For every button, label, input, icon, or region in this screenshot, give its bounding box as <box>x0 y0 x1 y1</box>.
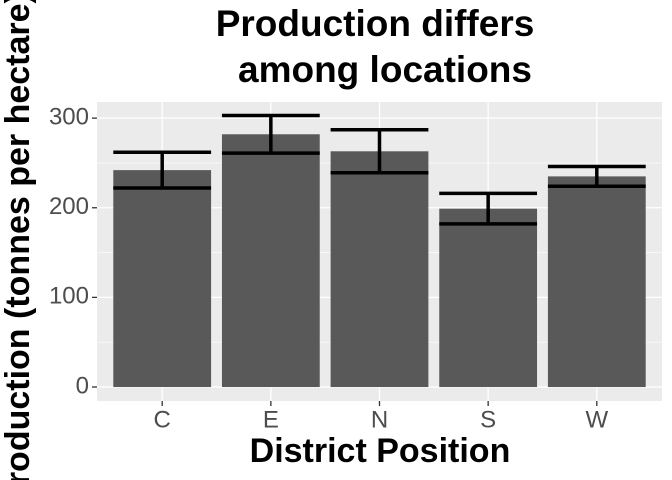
error-bar <box>221 113 320 155</box>
y-tick-label: 300 <box>49 103 89 130</box>
bar <box>330 151 429 388</box>
error-bar <box>439 191 538 226</box>
x-tick-label: S <box>480 406 496 433</box>
x-tick-label: N <box>371 406 388 433</box>
bar <box>113 170 212 388</box>
x-tick-label: C <box>154 406 171 433</box>
y-tick-label: 0 <box>76 372 89 399</box>
error-bar <box>330 128 429 175</box>
x-tick-label: E <box>263 406 279 433</box>
y-axis-title: Production (tonnes per hectare) <box>0 0 37 480</box>
bar <box>547 176 646 388</box>
x-axis-title: District Position <box>250 432 511 470</box>
error-bar <box>547 164 646 189</box>
bar <box>439 208 538 388</box>
x-tick-label: W <box>585 406 608 433</box>
bar <box>221 134 320 388</box>
y-tick-label: 200 <box>49 193 89 220</box>
y-tick-label: 100 <box>49 283 89 310</box>
chart-title: Production differs <box>216 3 535 44</box>
chart-title: among locations <box>238 49 532 90</box>
error-bar <box>113 150 212 190</box>
